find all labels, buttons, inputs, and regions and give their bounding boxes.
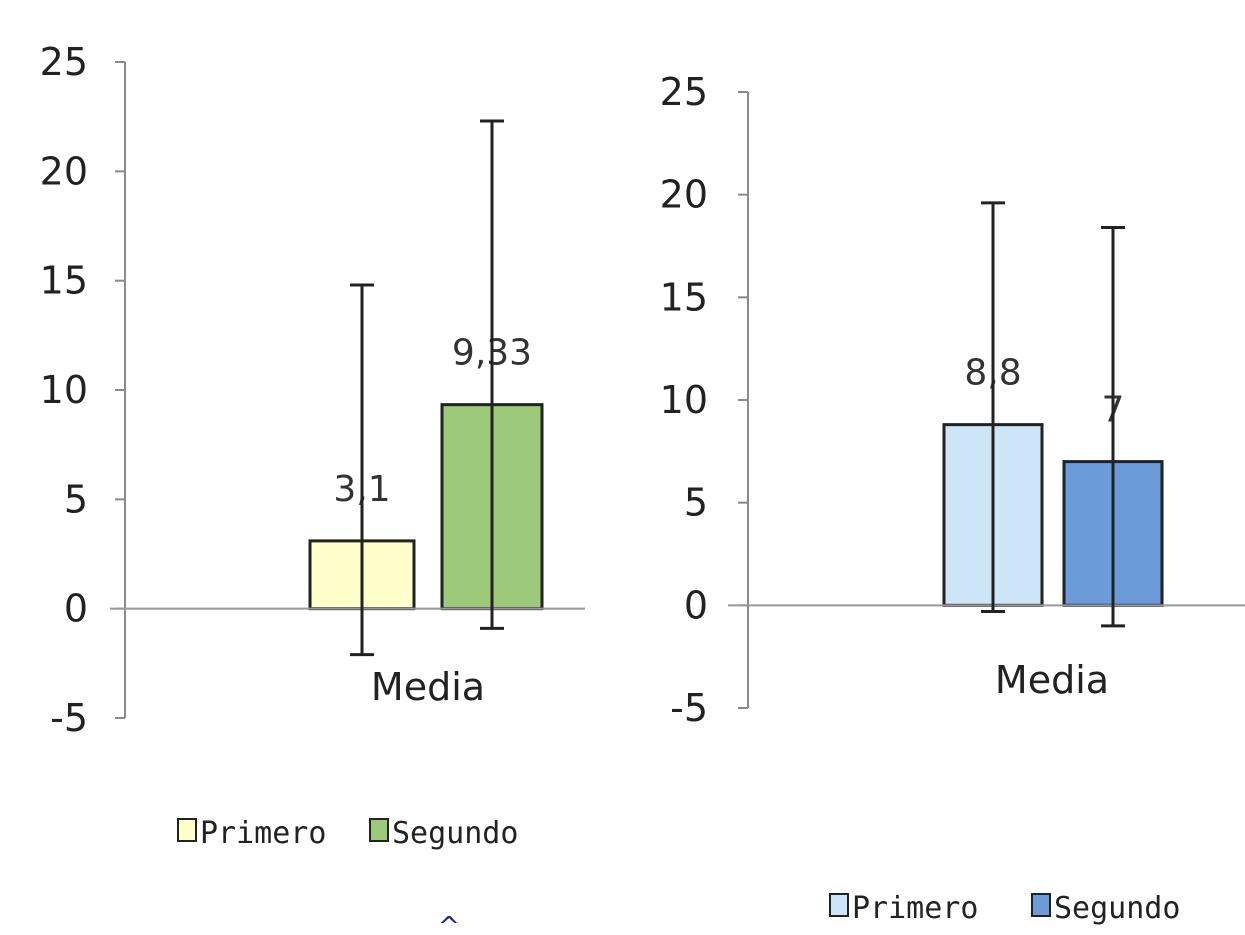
right-y-tick-label: 5 (684, 481, 708, 525)
caret-mark: ^ (438, 912, 460, 935)
right-legend-swatch-segundo (1031, 893, 1051, 917)
right-y-tick-label: 10 (660, 378, 708, 422)
left-category-label: Media (371, 665, 485, 709)
right-y-tick-label: 20 (660, 173, 708, 217)
left-error-bar-segundo (480, 119, 504, 630)
left-error-bar-primero (350, 283, 374, 657)
right-category-label: Media (995, 658, 1109, 702)
right-legend: Primero Segundo (829, 891, 1180, 926)
left-y-tick-label: 5 (64, 477, 88, 521)
right-y-tick-label: -5 (670, 686, 708, 730)
right-y-tick-label: 0 (684, 583, 708, 627)
right-legend-label-segundo: Segundo (1054, 891, 1180, 926)
left-legend-label-segundo: Segundo (392, 816, 518, 851)
right-y-tick-label: 15 (660, 275, 708, 319)
left-legend-swatch-primero (177, 818, 197, 842)
right-y-tick-label: 25 (660, 70, 708, 114)
left-y-tick-label: 0 (64, 587, 88, 631)
left-legend-swatch-segundo (369, 818, 389, 842)
left-y-tick-label: 25 (40, 40, 88, 84)
right-error-bar-segundo (1101, 226, 1125, 628)
right-legend-label-primero: Primero (852, 891, 978, 926)
left-y-tick-label: -5 (50, 696, 88, 740)
right-error-bar-primero (981, 201, 1005, 613)
left-y-tick-label: 10 (40, 368, 88, 412)
left-legend: Primero Segundo (177, 816, 518, 851)
left-y-tick-label: 15 (40, 259, 88, 303)
right-legend-swatch-primero (829, 893, 849, 917)
left-y-tick-label: 20 (40, 149, 88, 193)
left-legend-label-primero: Primero (200, 816, 326, 851)
